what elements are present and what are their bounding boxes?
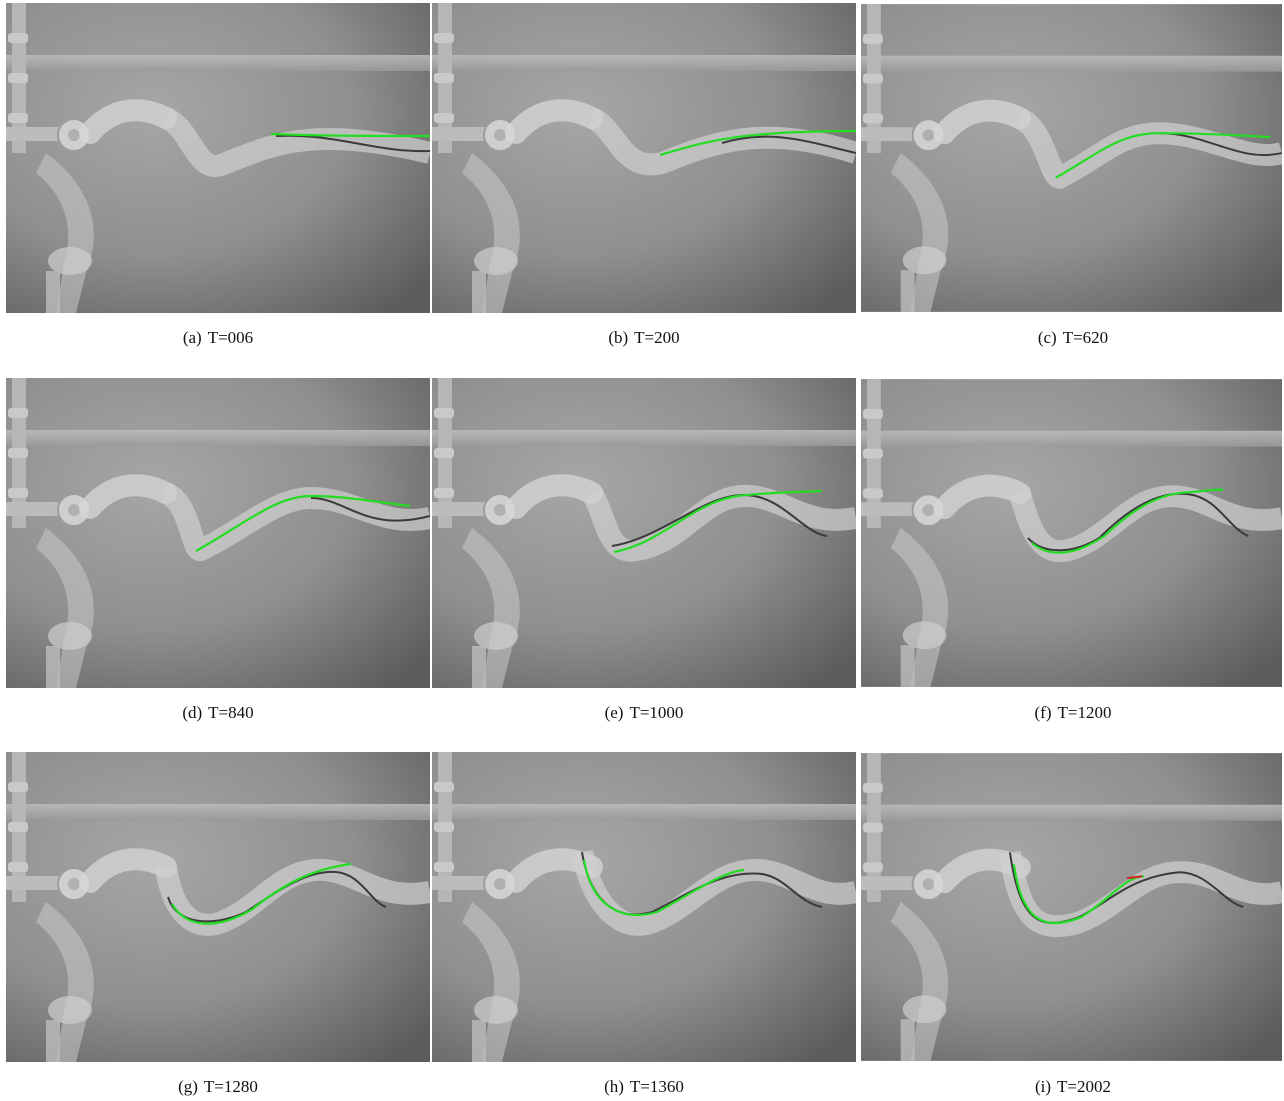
photo-e bbox=[432, 378, 856, 688]
caption-f: (f) T=1200 bbox=[1034, 703, 1112, 722]
tracking-curve bbox=[1031, 488, 1224, 554]
photo-c bbox=[861, 3, 1282, 313]
tracking-curve bbox=[613, 489, 823, 554]
tracking-curve bbox=[270, 132, 430, 138]
tracking-curve bbox=[1012, 864, 1145, 925]
photo-g bbox=[6, 752, 430, 1062]
tracking-curve bbox=[582, 859, 745, 917]
tracking-curve bbox=[171, 862, 352, 925]
photo-f bbox=[861, 378, 1282, 688]
photo-h bbox=[432, 752, 856, 1062]
caption-e: (e) T=1000 bbox=[604, 703, 684, 722]
photo-i bbox=[861, 752, 1282, 1062]
tracking-curve bbox=[1055, 132, 1271, 179]
caption-h: (h) T=1360 bbox=[604, 1077, 684, 1096]
tracking-curve bbox=[659, 129, 856, 157]
caption-c: (c) T=620 bbox=[1037, 328, 1109, 347]
caption-d: (d) T=840 bbox=[182, 703, 254, 722]
caption-i: (i) T=2002 bbox=[1034, 1077, 1112, 1096]
photo-d bbox=[6, 378, 430, 688]
photo-b bbox=[432, 3, 856, 313]
caption-g: (g) T=1280 bbox=[178, 1077, 258, 1096]
caption-a: (a) T=006 bbox=[182, 328, 254, 347]
caption-b: (b) T=200 bbox=[608, 328, 680, 347]
photo-a bbox=[6, 3, 430, 313]
tracking-curve bbox=[195, 494, 411, 552]
